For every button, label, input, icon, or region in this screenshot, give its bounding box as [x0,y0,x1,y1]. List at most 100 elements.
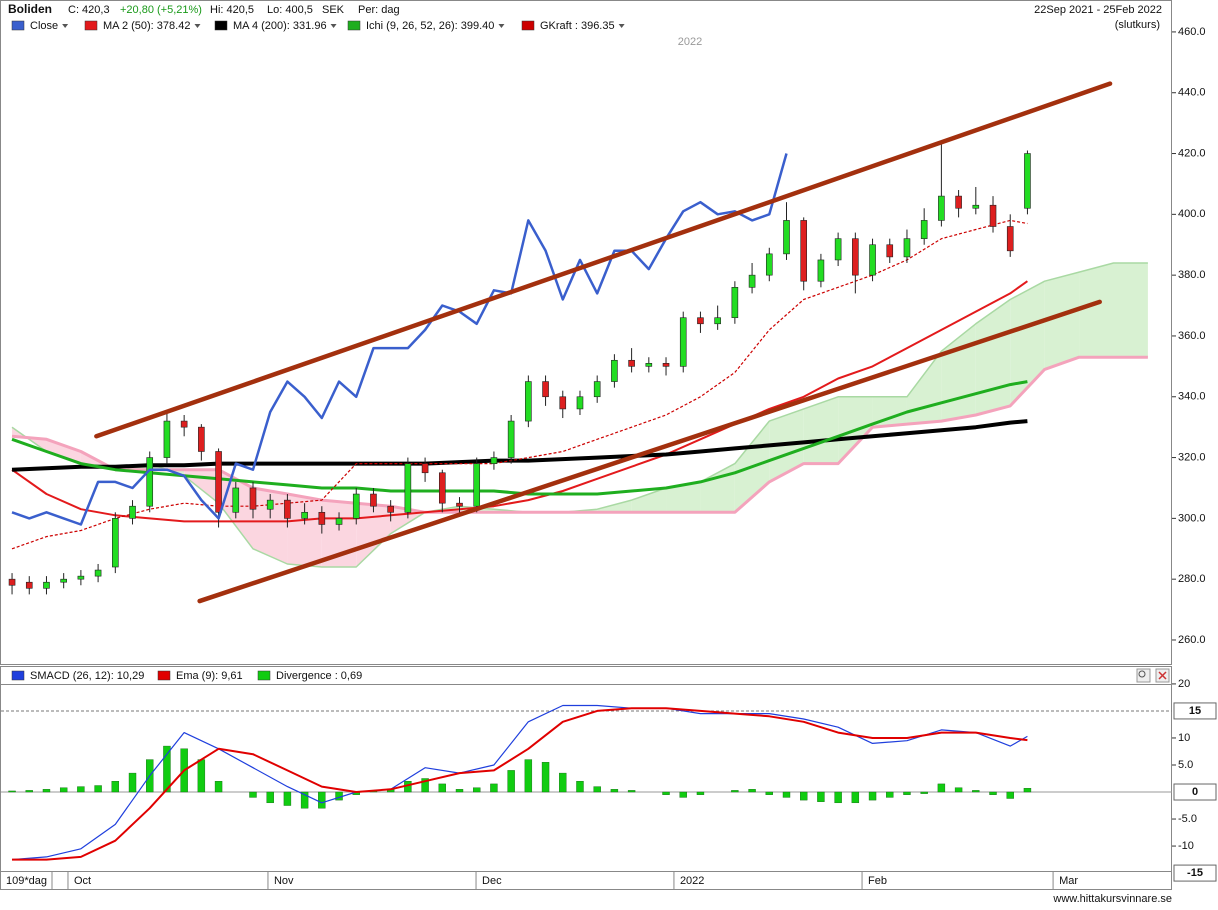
zoom-button[interactable] [1136,668,1151,683]
y-tick-label: 380.0 [1178,269,1206,281]
candle-body [404,463,412,513]
legend-swatch [11,20,25,31]
legend-swatch [257,670,271,681]
divergence-bar [886,791,894,798]
y-tick-label: 340.0 [1178,391,1206,403]
divergence-bar [300,791,309,809]
y-tick-label: 20 [1178,678,1190,690]
candle-body [576,396,584,410]
candle-body [249,487,257,510]
candle-body [318,511,326,525]
candle-body [421,463,429,474]
divergence-bar [989,791,997,795]
candle-body [697,317,704,325]
divergence-bar [765,791,773,795]
series-line [11,262,1148,568]
period-count: 109*dag [6,875,47,887]
divergence-bar [283,791,292,806]
candle-body [25,581,33,589]
legend-label: Ichi (9, 26, 52, 26): 399.40 [366,20,494,32]
legend-label: GKraft : 396.35 [540,20,615,32]
candle-body [507,420,515,458]
candle-body [834,238,842,261]
legend-swatch [11,670,25,681]
legend-label: Close [30,20,58,32]
period-note: (slutkurs) [1115,19,1160,31]
quote-field: C: 420,3 [68,4,110,16]
divergence-bar [266,791,274,804]
x-tick-label: Mar [1059,875,1078,887]
series-line [11,153,788,526]
level-box [1173,783,1217,801]
candle-body [352,493,360,519]
cloud-segment [356,503,391,568]
y-tick-label: 420.0 [1178,147,1206,159]
x-tick-label: Nov [274,875,294,887]
divergence-bar [782,791,791,798]
divergence-bar [490,783,498,793]
legend-swatch [84,20,98,31]
legend-dropdown [618,24,625,28]
x-tick-label: 2022 [680,875,704,887]
candle-body [490,457,498,464]
candle-body [662,363,670,367]
quote-field: Hi: 420,5 [210,4,254,16]
divergence-bar [868,791,877,801]
candle-body [146,457,154,507]
cloud-segment [1079,262,1114,358]
legend-dropdown [62,24,69,28]
candle-body [438,472,446,504]
divergence-bar [25,790,33,793]
y-tick-label: 300.0 [1178,512,1206,524]
divergence-bar [1023,788,1032,793]
zoom-icon [1138,670,1146,678]
candle-body [112,518,119,568]
legend-dropdown [498,24,505,28]
candle-body [1024,153,1031,209]
candle-body [335,518,343,525]
divergence-bar [679,791,687,798]
series-line [11,280,1028,523]
series-line [11,704,1028,861]
legend-swatch [347,20,361,31]
chart-title: Boliden [8,2,52,16]
quote-field: SEK [322,4,345,16]
candle-body [628,359,635,367]
legend-label: Divergence : 0,69 [276,670,362,682]
divergence-bar [610,789,619,793]
legend-swatch [157,670,171,681]
candle-body [60,578,67,583]
divergence-bar [1006,791,1014,799]
y-tick-label: 400.0 [1178,208,1206,220]
divergence-bar [627,790,636,793]
legend-swatch [521,20,535,31]
divergence-bar [524,759,533,793]
candle-body [593,381,601,398]
divergence-bar [972,790,980,793]
divergence-bar [42,789,51,793]
candle-body [714,317,721,325]
candle-body [525,381,532,422]
candle-body [215,451,222,513]
candle-body [886,244,894,258]
candle-body [989,204,997,227]
candle-body [129,505,136,519]
divergence-bar [937,783,946,793]
level-box [1173,702,1217,720]
candle-body [43,581,50,589]
candle-body [765,253,773,276]
candle-body [180,420,188,428]
divergence-bar [8,790,16,793]
divergence-bar [438,783,446,793]
candle-body [852,238,859,276]
candle-body [542,381,549,398]
candle-body [783,220,790,255]
legend-swatch [214,20,228,31]
quote-field: +20,80 (+5,21%) [120,4,202,16]
divergence-bar [197,759,206,793]
y-tick-label: 360.0 [1178,330,1206,342]
quote-field: Per: dag [358,4,400,16]
divergence-bar [507,770,515,793]
divergence-bar [94,785,102,793]
divergence-bar [559,772,567,793]
